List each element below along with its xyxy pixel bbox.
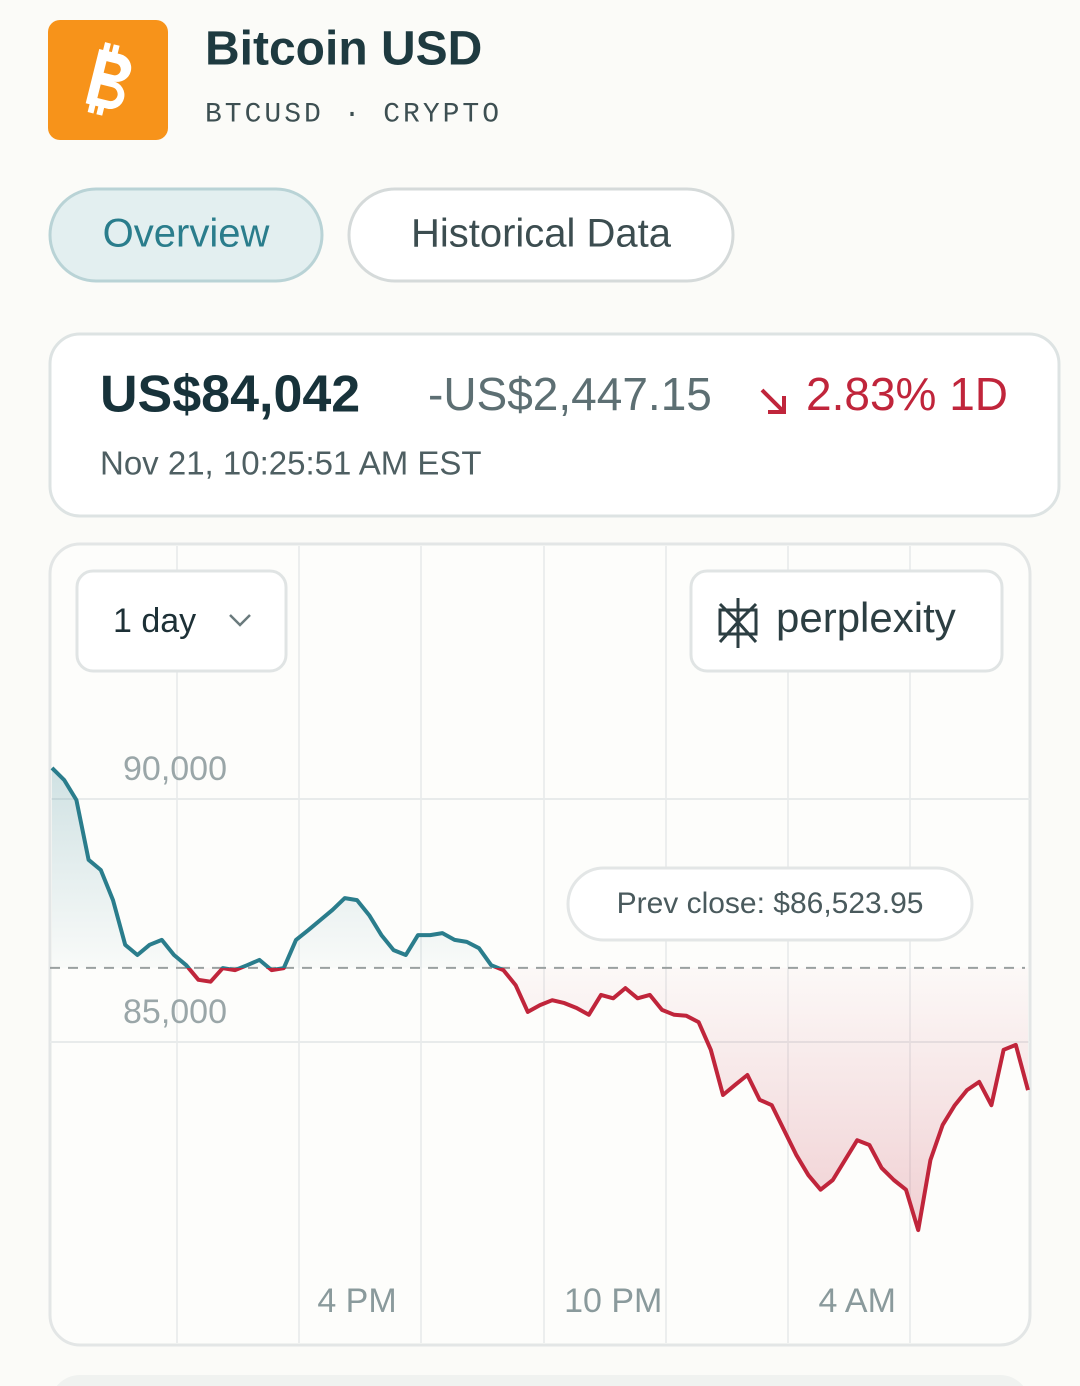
brand-icon [718, 598, 758, 648]
timestamp: Nov 21, 10:25:51 AM EST [100, 445, 482, 482]
range-label[interactable]: 1 day [113, 602, 196, 640]
logo-glyph [85, 42, 132, 116]
brand-badge [689, 569, 1004, 673]
down-arrow [760, 388, 786, 414]
range-selector[interactable] [75, 569, 288, 673]
quote-card [48, 332, 1061, 518]
change-percent: 2.83% [806, 368, 936, 420]
x-tick-label: 10 PM [564, 1282, 662, 1320]
brand: perplexity [776, 594, 956, 641]
y-tick-label: 90,000 [123, 750, 227, 788]
change: -US$2,447.15 [428, 368, 712, 420]
x-tick-label: 4 AM [818, 1282, 895, 1320]
tab[interactable] [347, 187, 735, 283]
price: US$84,042 [100, 366, 360, 424]
tab-label[interactable]: Overview [103, 212, 270, 256]
subtitle: BTCUSD · CRYPTO [205, 99, 502, 130]
y-tick-label: 85,000 [123, 993, 227, 1031]
plot: 85,000 90,000 4 PM 10 PM 4 AM Prev close: $86… [50, 750, 1030, 1320]
chevron [229, 614, 251, 627]
bitcoin-logo [48, 20, 168, 140]
area [52, 767, 1028, 1231]
next-card [56, 1375, 1024, 1386]
title: Bitcoin USD [205, 23, 482, 76]
tab-active[interactable] [48, 187, 324, 283]
chart-card [48, 542, 1032, 1347]
x-tick-label: 4 PM [317, 1282, 396, 1320]
tab-label[interactable]: Historical Data [411, 212, 672, 256]
period: 1D [949, 368, 1008, 420]
reference-pill [566, 866, 974, 942]
price-line [50, 766, 1030, 1233]
reference-label: Prev close: $86,523.95 [617, 887, 924, 920]
